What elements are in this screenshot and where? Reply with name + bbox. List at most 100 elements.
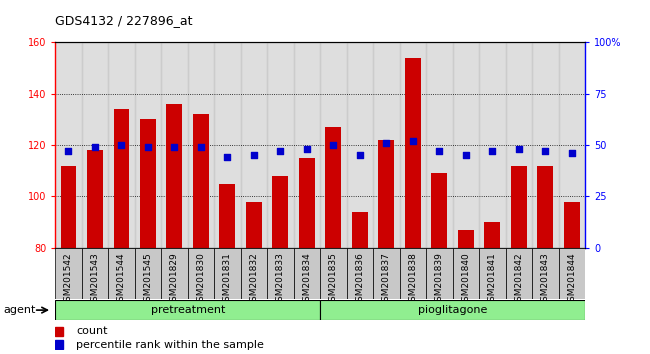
- Text: GSM201835: GSM201835: [329, 252, 338, 307]
- Bar: [214, 42, 240, 248]
- Bar: [294, 248, 320, 299]
- Bar: [558, 248, 585, 299]
- Point: [222, 155, 233, 160]
- Point: [540, 148, 551, 154]
- Bar: [511, 166, 526, 248]
- Text: GSM201543: GSM201543: [90, 252, 99, 307]
- Bar: [188, 248, 215, 299]
- Text: GSM201839: GSM201839: [435, 252, 444, 307]
- Text: GSM201833: GSM201833: [276, 252, 285, 307]
- Bar: [82, 42, 108, 248]
- Point: [487, 148, 497, 154]
- Bar: [272, 176, 289, 248]
- Bar: [82, 248, 108, 299]
- Bar: [564, 201, 580, 248]
- Bar: [400, 248, 426, 299]
- Bar: [161, 42, 188, 248]
- Bar: [405, 58, 421, 248]
- Bar: [326, 127, 341, 248]
- Text: GSM201841: GSM201841: [488, 252, 497, 307]
- Text: GSM201844: GSM201844: [567, 252, 577, 307]
- Text: GSM201545: GSM201545: [144, 252, 153, 307]
- Bar: [240, 42, 267, 248]
- Text: GSM201829: GSM201829: [170, 252, 179, 307]
- Bar: [55, 42, 82, 248]
- Bar: [346, 42, 373, 248]
- Bar: [60, 166, 77, 248]
- Text: GSM201542: GSM201542: [64, 252, 73, 307]
- Text: GSM201837: GSM201837: [382, 252, 391, 307]
- Bar: [166, 104, 183, 248]
- Bar: [373, 42, 400, 248]
- Bar: [267, 248, 294, 299]
- Text: GSM201832: GSM201832: [250, 252, 259, 307]
- Point: [143, 144, 153, 150]
- Bar: [108, 42, 135, 248]
- Point: [434, 148, 445, 154]
- Bar: [55, 340, 63, 349]
- Point: [461, 153, 471, 158]
- Bar: [267, 42, 294, 248]
- Bar: [432, 173, 447, 248]
- Text: GSM201843: GSM201843: [541, 252, 550, 307]
- Point: [249, 153, 259, 158]
- Bar: [346, 248, 373, 299]
- Point: [408, 138, 418, 144]
- Text: GSM201838: GSM201838: [408, 252, 417, 307]
- Bar: [320, 248, 346, 299]
- Point: [302, 147, 312, 152]
- Bar: [55, 326, 63, 336]
- Bar: [246, 201, 262, 248]
- Bar: [135, 248, 161, 299]
- Text: GDS4132 / 227896_at: GDS4132 / 227896_at: [55, 14, 193, 27]
- Text: percentile rank within the sample: percentile rank within the sample: [77, 339, 265, 350]
- Bar: [352, 212, 368, 248]
- Bar: [161, 248, 188, 299]
- Bar: [214, 248, 240, 299]
- Point: [355, 153, 365, 158]
- Bar: [479, 248, 506, 299]
- Text: GSM201842: GSM201842: [514, 252, 523, 307]
- Point: [90, 144, 100, 150]
- Point: [63, 148, 73, 154]
- Point: [381, 140, 391, 146]
- Bar: [400, 42, 426, 248]
- Bar: [506, 248, 532, 299]
- Point: [116, 142, 127, 148]
- Text: agent: agent: [3, 305, 36, 315]
- Bar: [240, 248, 267, 299]
- Bar: [55, 248, 82, 299]
- Bar: [320, 42, 346, 248]
- Point: [169, 144, 179, 150]
- Bar: [135, 42, 161, 248]
- Text: GSM201836: GSM201836: [356, 252, 365, 307]
- Point: [196, 144, 206, 150]
- Text: pioglitagone: pioglitagone: [418, 305, 488, 315]
- Bar: [114, 109, 129, 248]
- Bar: [55, 300, 320, 320]
- Text: GSM201830: GSM201830: [196, 252, 205, 307]
- Bar: [294, 42, 320, 248]
- Bar: [452, 248, 479, 299]
- Text: GSM201834: GSM201834: [302, 252, 311, 307]
- Bar: [140, 119, 156, 248]
- Text: GSM201544: GSM201544: [117, 252, 126, 307]
- Text: count: count: [77, 326, 108, 336]
- Bar: [538, 166, 553, 248]
- Bar: [558, 42, 585, 248]
- Bar: [426, 248, 452, 299]
- Bar: [426, 42, 452, 248]
- Bar: [188, 42, 215, 248]
- Point: [328, 142, 339, 148]
- Point: [275, 148, 285, 154]
- Bar: [373, 248, 400, 299]
- Point: [567, 150, 577, 156]
- Bar: [193, 114, 209, 248]
- Bar: [479, 42, 506, 248]
- Bar: [484, 222, 500, 248]
- Point: [514, 147, 524, 152]
- Bar: [532, 42, 558, 248]
- Bar: [532, 248, 558, 299]
- Bar: [506, 42, 532, 248]
- Bar: [220, 184, 235, 248]
